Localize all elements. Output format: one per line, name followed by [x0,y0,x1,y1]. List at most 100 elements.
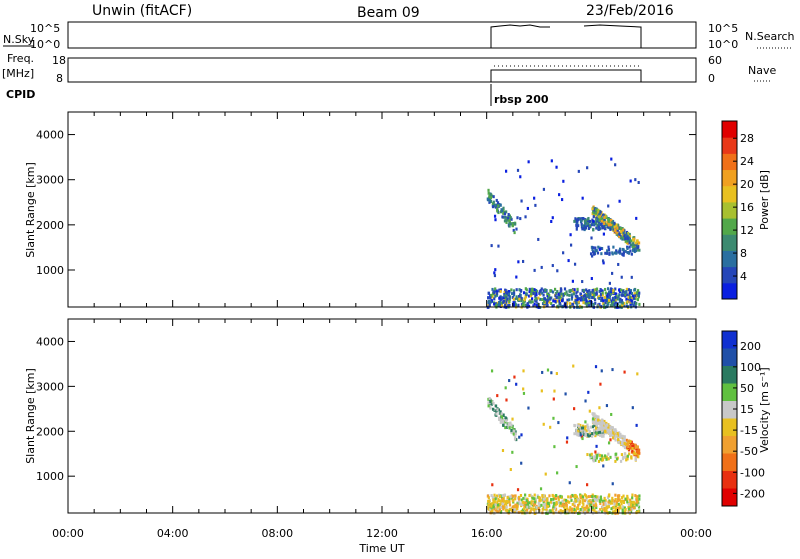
power-cell [495,198,498,202]
power-cell [506,216,510,220]
velocity-cell [513,510,516,514]
power-cell [508,221,511,225]
power-cell [573,262,577,266]
velocity-cell [487,397,490,401]
velocity-cell [617,510,620,514]
power-cell [611,297,615,301]
power-cell [579,292,582,296]
power-cell [527,160,530,164]
power-cell [606,287,610,291]
power-cell [535,299,538,303]
velocity-cell [491,509,494,513]
velocity-cell [498,508,502,512]
power-cell [517,294,521,298]
power-cell [559,295,562,299]
cpid-label: CPID [6,88,35,101]
power-cell [609,289,612,293]
power-cell [507,218,510,222]
power-cell [601,224,604,228]
power-cell [569,301,572,305]
velocity-cell [557,500,561,504]
velocity-cell [495,412,498,416]
power-cell [613,221,616,225]
power-cell [585,304,589,308]
velocity-cell [493,500,496,504]
velocity-cell [501,500,504,504]
velocity-cell [543,506,547,510]
velocity-cell [531,496,534,500]
power-ytick-label: 4000 [36,129,64,142]
power-cell [587,226,590,230]
velocity-cell [632,500,635,504]
velocity-cell [509,507,512,511]
power-cell [557,299,560,303]
velocity-cell [586,433,589,437]
velocity-cell [553,506,557,510]
velocity-cell [622,435,625,439]
velocity-cell [624,455,627,459]
power-cell [562,179,565,183]
velocity-cell [605,505,609,509]
power-cell [596,216,599,220]
velocity-cell [638,494,641,498]
velocity-cell [557,510,560,514]
velocity-cell [586,453,589,457]
velocity-cell [576,506,579,510]
power-cell [592,219,595,223]
velocity-cell [596,495,599,499]
power-cell [567,298,571,302]
velocity-cell [632,444,635,448]
velocity-cell [594,458,597,462]
power-cell [491,202,495,206]
power-cell [504,296,507,300]
velocity-cell [635,454,638,458]
velocity-cell [502,505,505,509]
velocity-cell [557,498,560,502]
power-cell [508,214,511,218]
power-cell [566,293,569,297]
velocity-cell [637,505,641,509]
power-cell [491,205,495,209]
velocity-colorbar-swatch [722,383,737,402]
velocity-cell [610,507,613,511]
velocity-cell [615,500,619,504]
velocity-cell [506,498,509,502]
power-cell [608,295,611,299]
power-cell [591,293,595,297]
power-cell [618,247,622,251]
velocity-cell [600,420,604,424]
power-cell [621,303,624,307]
power-cell [563,287,567,291]
power-cell [630,291,634,295]
power-colorbar-swatch [722,169,737,187]
velocity-cell [615,457,619,461]
velocity-cell [597,415,600,419]
velocity-colorbar-tick-label: -50 [740,445,758,458]
power-cell [559,287,563,291]
power-cell [512,228,515,232]
power-cell [492,200,495,204]
velocity-cell [617,499,620,503]
velocity-cell [541,507,544,511]
power-cell [544,288,547,292]
velocity-cell [595,432,598,436]
velocity-cell [539,487,543,491]
velocity-cell [606,510,609,514]
velocity-cell [490,494,493,498]
nsearch-label: N.Search [745,30,795,43]
power-cell [626,300,629,304]
velocity-cell [550,498,553,502]
power-cell [505,218,508,222]
power-cell [612,245,615,249]
power-cell [566,298,569,302]
velocity-cell [568,481,571,485]
power-cell [614,292,617,296]
velocity-ytick-label: 2000 [36,425,64,438]
velocity-cell [626,442,629,446]
velocity-cell [596,421,599,425]
velocity-cell [544,472,547,476]
power-colorbar-swatch [722,137,737,154]
power-cell [604,223,607,227]
velocity-cell [604,499,607,503]
power-cell [621,292,624,296]
